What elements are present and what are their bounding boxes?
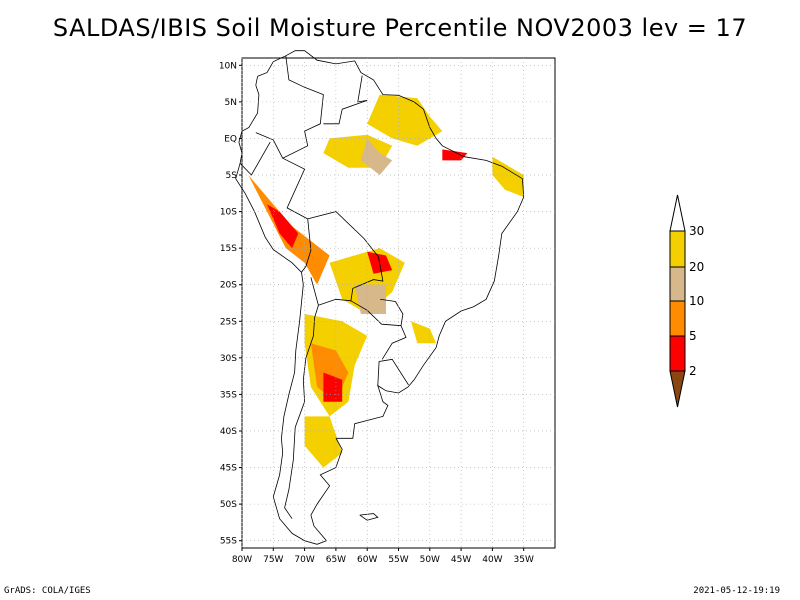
lat-tick-label: EQ — [224, 134, 237, 144]
colorbar-bottom-arrow — [669, 370, 686, 408]
colorbar-label: 2 — [689, 364, 697, 378]
border-chile-argentina — [284, 305, 319, 519]
lon-tick-label: 35W — [514, 555, 534, 565]
timestamp: 2021-05-12-19:19 — [693, 586, 780, 596]
lon-tick-label: 45W — [451, 555, 471, 565]
lon-tick-label: 65W — [326, 555, 346, 565]
shade-para-red — [442, 149, 468, 161]
lon-tick-label: 70W — [294, 555, 314, 565]
border-argentina-brazil — [381, 325, 407, 360]
shade-ne-brazil — [492, 156, 524, 197]
colorbar-top-arrow — [669, 194, 686, 232]
shade-paraguay-tan — [354, 284, 386, 314]
colorbar-label: 5 — [689, 329, 697, 343]
colorbar: 30 20 10 5 2 — [669, 194, 704, 408]
colorbar-label: 10 — [689, 294, 704, 308]
border-colombia — [255, 55, 324, 159]
border-venezuela — [323, 75, 368, 125]
border-uruguay — [377, 358, 409, 386]
latitude-tick-labels: 10N 5N EQ 5S 10S 15S 20S 25S 30S 35S 40S 45S 50S 55S — [219, 61, 242, 547]
lat-tick-label: 25S — [220, 317, 237, 327]
lat-tick-label: 10S — [220, 208, 237, 218]
longitude-tick-labels: 80W 75W 70W 65W 60W 55W 50W 45W 40W 35W — [232, 548, 534, 565]
lon-tick-label: 50W — [420, 555, 440, 565]
plot-title: SALDAS/IBIS Soil Moisture Percentile NOV… — [52, 14, 748, 42]
lat-tick-label: 55S — [220, 537, 237, 547]
lat-tick-label: 5S — [226, 171, 238, 181]
lat-tick-label: 45S — [220, 464, 237, 474]
lon-tick-label: 40W — [482, 555, 502, 565]
shade-andes-red — [267, 204, 299, 249]
soil-moisture-shading — [248, 94, 524, 468]
colorbar-segment — [669, 300, 686, 337]
coastline — [235, 50, 525, 545]
grads-credit: GrADS: COLA/IGES — [4, 586, 91, 596]
lat-tick-label: 10N — [219, 61, 237, 71]
lat-tick-label: 50S — [220, 500, 237, 510]
lat-tick-label: 35S — [220, 390, 237, 400]
graticule-grid — [241, 58, 555, 548]
lon-tick-label: 75W — [263, 555, 283, 565]
lat-tick-label: 5N — [225, 98, 237, 108]
shade-s-brazil — [411, 321, 437, 344]
lon-tick-label: 55W — [388, 555, 408, 565]
lon-tick-label: 80W — [232, 555, 252, 565]
lat-tick-label: 15S — [220, 244, 237, 254]
shade-patagonia — [304, 416, 343, 468]
shade-arg-red — [323, 372, 343, 402]
shade-amazon-tan — [360, 138, 393, 175]
colorbar-label: 20 — [689, 260, 704, 274]
colorbar-segment — [669, 266, 686, 302]
lon-tick-label: 60W — [357, 555, 377, 565]
colorbar-label: 30 — [689, 224, 704, 238]
border-ecuador — [239, 141, 271, 176]
border-bolivia — [307, 211, 384, 306]
shade-guianas — [367, 94, 443, 146]
lat-tick-label: 20S — [220, 281, 237, 291]
colorbar-segment — [669, 335, 686, 372]
colorbar-segment — [669, 230, 686, 268]
falklands — [359, 513, 379, 521]
lat-tick-label: 40S — [220, 427, 237, 437]
lat-tick-label: 30S — [220, 354, 237, 364]
